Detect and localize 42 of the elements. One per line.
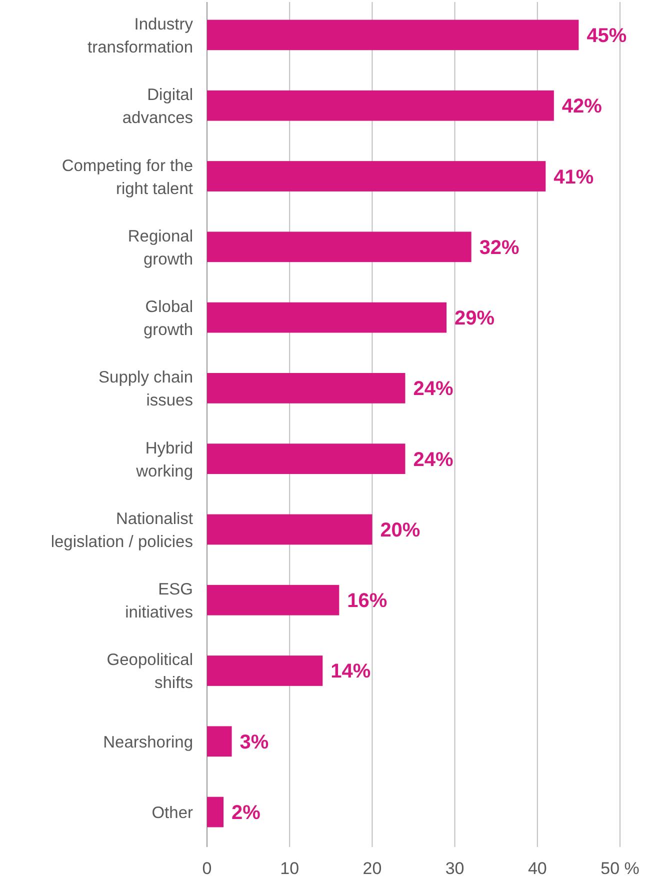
data-label: 2% xyxy=(232,802,261,824)
bar xyxy=(207,796,224,828)
x-tick-label: 10 xyxy=(280,859,300,878)
y-tick-label: Nationalist legislation / policies xyxy=(50,510,194,551)
data-label: 24% xyxy=(413,448,454,471)
y-tick-label: ESG initiatives xyxy=(125,580,193,622)
bar xyxy=(207,444,406,474)
y-tick-label: Competing for the right talent xyxy=(62,156,194,198)
x-tick-label: 40 xyxy=(528,859,547,878)
x-tick-label: 20 xyxy=(362,859,382,878)
bar xyxy=(207,302,447,333)
data-label: 42% xyxy=(562,96,602,118)
data-label: 3% xyxy=(240,731,269,754)
y-tick-label: Other xyxy=(152,804,194,822)
data-label: 16% xyxy=(347,590,388,612)
x-tick-label: 30 xyxy=(445,859,464,878)
bar xyxy=(207,20,579,50)
x-tick-label: 50 % xyxy=(600,859,640,878)
y-tick-label: Global growth xyxy=(143,298,193,340)
y-tick-label: Supply chain issues xyxy=(98,368,193,410)
data-label: 14% xyxy=(330,660,371,683)
bar xyxy=(207,514,372,545)
data-label: 24% xyxy=(413,378,454,400)
data-label: 45% xyxy=(586,24,627,47)
x-tick-label: 0 xyxy=(202,859,212,878)
y-tick-label: Regional growth xyxy=(128,227,193,268)
bar xyxy=(207,656,323,686)
y-tick-label: Geopolitical shifts xyxy=(106,651,193,692)
bar xyxy=(207,584,340,616)
data-label: 20% xyxy=(380,519,420,542)
y-tick-label: Hybrid working xyxy=(135,439,193,480)
data-label: 41% xyxy=(554,166,594,188)
bar xyxy=(207,726,232,757)
data-label: 32% xyxy=(479,236,520,259)
bar xyxy=(207,232,472,262)
bar xyxy=(207,372,406,404)
y-tick-label: Industry transformation xyxy=(88,15,194,56)
bar xyxy=(207,161,546,192)
y-tick-label: Digital advances xyxy=(122,86,193,128)
y-tick-label: Nearshoring xyxy=(103,733,193,752)
data-label: 29% xyxy=(454,308,495,330)
bar xyxy=(207,90,554,121)
